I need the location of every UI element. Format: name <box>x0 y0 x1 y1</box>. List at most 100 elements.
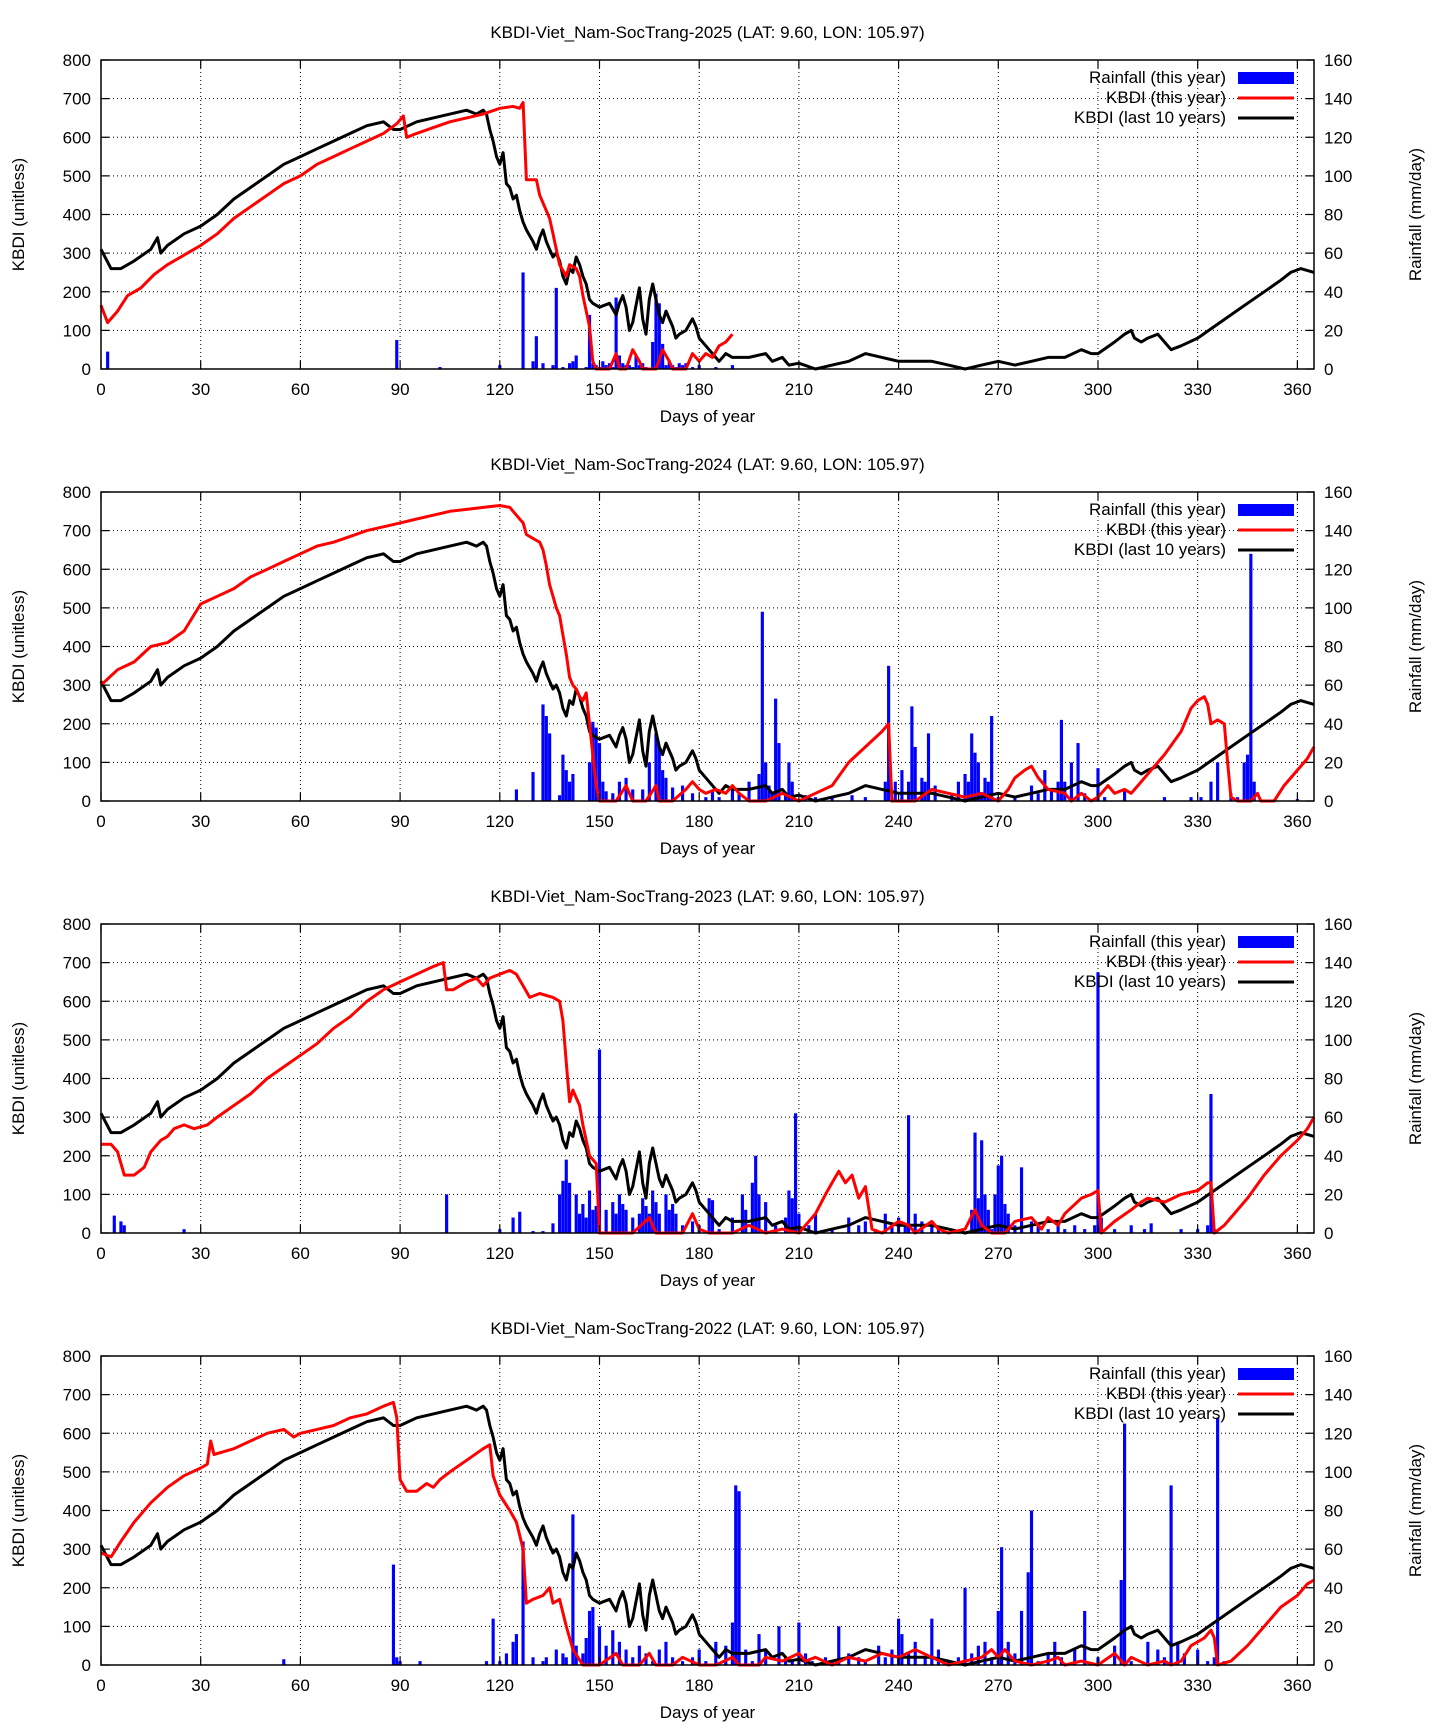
kbdi-chart-svg: KBDI-Viet_Nam-SocTrang-2023 (LAT: 9.60, … <box>9 887 1425 1290</box>
rainfall-bar <box>541 704 545 801</box>
x-tick-label: 30 <box>191 1244 210 1263</box>
x-axis-label: Days of year <box>660 407 756 426</box>
legend-swatch-rain <box>1238 504 1294 516</box>
rainfall-bar <box>1162 797 1167 801</box>
rainfall-bars <box>282 1417 1226 1665</box>
kbdi-this-year-line <box>100 1400 1315 1667</box>
rainfall-bar <box>990 716 994 801</box>
rainfall-bar <box>531 361 535 369</box>
rainfall-bar <box>930 1225 934 1233</box>
rainfall-bar <box>996 1165 1000 1233</box>
legend: Rainfall (this year)KBDI (this year)KBDI… <box>1074 1364 1294 1423</box>
rainfall-bar <box>990 1657 994 1665</box>
rainfall-bar <box>1206 1661 1210 1665</box>
y-left-tick-label: 600 <box>63 128 91 147</box>
rainfall-bar <box>724 1645 728 1665</box>
rainfall-bar <box>976 1645 980 1665</box>
x-tick-label: 180 <box>685 1244 713 1263</box>
x-tick-label: 360 <box>1283 380 1311 399</box>
rainfall-bar <box>923 781 927 801</box>
rainfall-bar <box>690 793 695 801</box>
rainfall-bar <box>1216 762 1220 801</box>
x-tick-label: 300 <box>1084 1244 1112 1263</box>
rainfall-bar <box>651 341 655 369</box>
rainfall-bar <box>1083 1610 1087 1665</box>
rainfall-bar <box>671 787 675 801</box>
y-right-tick-label: 140 <box>1324 954 1352 973</box>
rainfall-bar <box>564 770 568 801</box>
legend-label: Rainfall (this year) <box>1089 1364 1226 1383</box>
rainfall-bar <box>890 1225 894 1233</box>
rainfall-bar <box>445 1194 449 1233</box>
rainfall-bar <box>980 1140 984 1233</box>
y-left-tick-label: 700 <box>63 954 91 973</box>
y-left-tick-label: 300 <box>63 244 91 263</box>
y-right-tick-label: 100 <box>1324 167 1352 186</box>
rainfall-bar <box>438 367 442 369</box>
rainfall-bar <box>511 1641 515 1665</box>
legend-label: Rainfall (this year) <box>1089 932 1226 951</box>
rainfall-bar <box>541 363 545 369</box>
rainfall-bars <box>514 553 1299 801</box>
rainfall-bar <box>737 793 741 801</box>
y-right-tick-label: 40 <box>1324 715 1343 734</box>
rainfall-bar <box>631 789 635 801</box>
rainfall-bar <box>664 365 668 369</box>
y-left-tick-label: 500 <box>63 599 91 618</box>
y-right-tick-label: 160 <box>1324 915 1352 934</box>
rainfall-bar <box>614 1213 618 1233</box>
rainfall-bar <box>737 1491 741 1665</box>
rainfall-bar <box>634 355 638 369</box>
x-tick-label: 180 <box>685 812 713 831</box>
rainfall-bar <box>657 1213 661 1233</box>
rainfall-bar <box>966 781 970 801</box>
rainfall-bar <box>1076 743 1080 801</box>
rainfall-bar <box>1046 1653 1050 1665</box>
rainfall-bar <box>584 1637 588 1665</box>
x-tick-label: 90 <box>391 1676 410 1695</box>
rainfall-bar <box>521 272 525 369</box>
legend: Rainfall (this year)KBDI (this year)KBDI… <box>1074 932 1294 991</box>
rainfall-bar <box>604 1209 608 1233</box>
rainfall-bar <box>717 1229 721 1233</box>
rainfall-bar <box>1252 781 1256 801</box>
legend-label: KBDI (last 10 years) <box>1074 540 1226 559</box>
chart-title: KBDI-Viet_Nam-SocTrang-2022 (LAT: 9.60, … <box>490 1319 924 1338</box>
rainfall-bar <box>1169 1485 1173 1665</box>
x-tick-label: 60 <box>291 1244 310 1263</box>
x-tick-label: 150 <box>585 1676 613 1695</box>
rainfall-bar <box>813 797 818 801</box>
rainfall-bar <box>558 795 562 801</box>
legend-swatch-rain <box>1238 936 1294 948</box>
rainfall-bar <box>1036 793 1040 801</box>
rainfall-bar <box>777 1626 781 1665</box>
rainfall-bar <box>667 1209 671 1233</box>
rainfall-bar <box>591 1607 595 1665</box>
rainfall-bar <box>1209 1093 1213 1233</box>
chart-title: KBDI-Viet_Nam-SocTrang-2025 (LAT: 9.60, … <box>490 23 924 42</box>
rainfall-bar <box>664 1194 668 1233</box>
x-tick-label: 210 <box>785 1244 813 1263</box>
x-tick-label: 30 <box>191 1676 210 1695</box>
rainfall-bar <box>554 287 558 369</box>
y-left-tick-label: 0 <box>82 1224 91 1243</box>
rainfall-bar <box>581 1204 585 1233</box>
rainfall-bar <box>857 1225 861 1233</box>
x-tick-label: 210 <box>785 380 813 399</box>
rainfall-bar <box>611 1202 615 1233</box>
rainfall-bar <box>1176 1641 1180 1665</box>
rainfall-bar <box>1122 1423 1127 1665</box>
rainfall-bar <box>790 781 794 801</box>
y-left-tick-label: 300 <box>63 676 91 695</box>
rainfall-bar <box>631 1657 635 1665</box>
x-tick-label: 0 <box>96 1244 105 1263</box>
rainfall-bar <box>594 1205 598 1233</box>
legend-swatch-rain <box>1238 72 1294 84</box>
rainfall-bar <box>1096 972 1100 1233</box>
rainfall-bar <box>631 1217 635 1233</box>
rainfall-bar <box>514 789 518 801</box>
rainfall-bar <box>568 781 572 801</box>
y-right-tick-label: 20 <box>1324 321 1343 340</box>
x-tick-label: 300 <box>1084 380 1112 399</box>
rainfall-bar <box>541 1231 545 1233</box>
